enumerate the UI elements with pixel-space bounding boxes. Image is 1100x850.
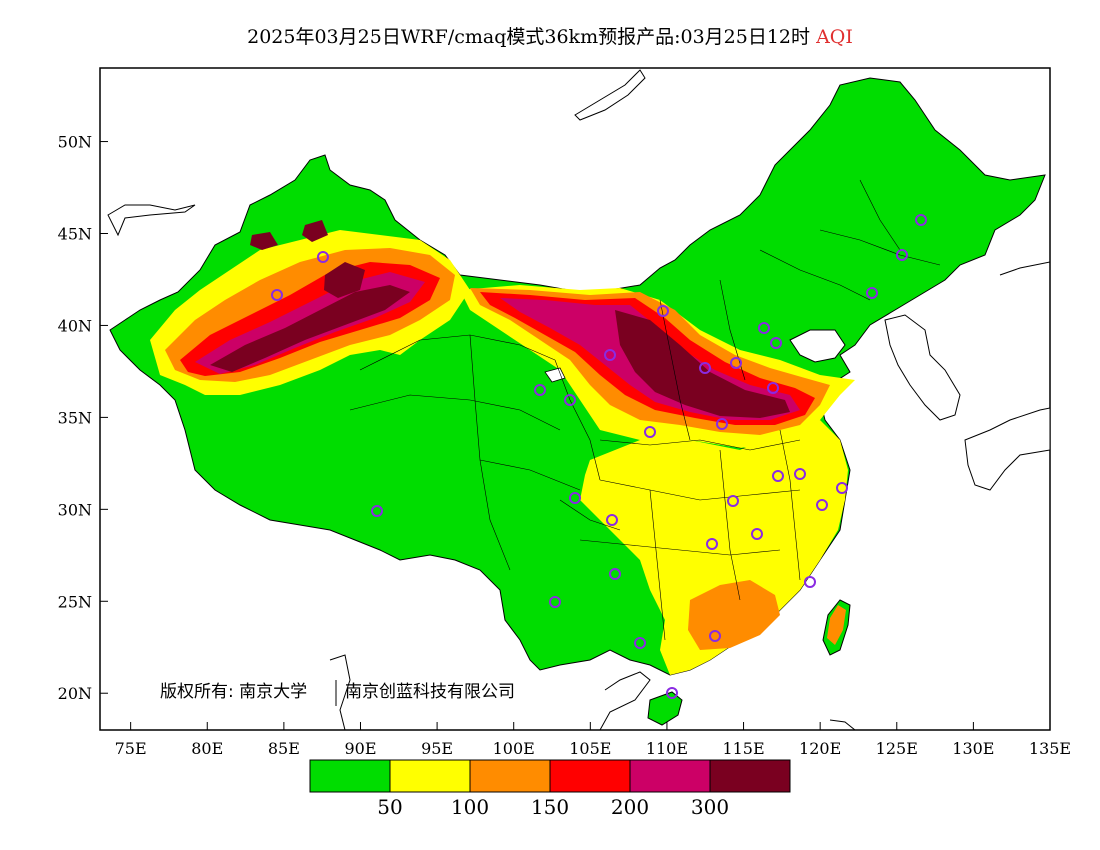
station-xian-marker (644, 426, 656, 438)
legend-swatch (389, 759, 471, 793)
station-haikou-marker (666, 687, 678, 699)
aqi-zone-darkred-blob1 (324, 262, 365, 298)
aqi-zone-darkred-north (615, 310, 790, 418)
sakhalin-coast (999, 261, 1050, 276)
taiwan-orange (827, 605, 846, 645)
hainan-island (647, 691, 683, 726)
station-shanghai-marker (836, 482, 848, 494)
station-tianjin-marker (770, 337, 782, 349)
vietnam-coast (599, 671, 651, 730)
station-nanchang-marker (751, 528, 763, 540)
station-guiyang-marker (609, 568, 621, 580)
legend-swatch (549, 759, 631, 793)
station-kunming-marker (549, 596, 561, 608)
station-taiyuan-marker (699, 362, 711, 374)
legend-swatch (629, 759, 711, 793)
station-zhengzhou-marker (716, 418, 728, 430)
station-chongqing-marker (606, 514, 618, 526)
lon-tick-label: 90E (344, 739, 376, 758)
lat-tick-label: 40N (58, 316, 92, 335)
lat-tick-label: 30N (58, 500, 92, 519)
title-main: 2025年03月25日WRF/cmaq模式36km预报产品:03月25日12时 (247, 26, 811, 48)
legend-label: 300 (691, 795, 729, 819)
lat-tick-label: 35N (58, 408, 92, 427)
bohai-sea (789, 329, 846, 363)
japan-island (964, 407, 1050, 491)
legend-swatch (469, 759, 551, 793)
station-fuzhou-marker (804, 576, 816, 588)
legend-label: 150 (531, 795, 569, 819)
color-legend: 50 100 150 200 300 (309, 759, 791, 819)
station-beijing-marker (758, 322, 770, 334)
myanmar-coast (329, 654, 351, 730)
lon-tick-label: 80E (191, 739, 223, 758)
lon-tick-label: 100E (493, 739, 535, 758)
station-markers (271, 214, 927, 699)
baikal-lake (574, 69, 646, 121)
province-boundaries (349, 179, 941, 641)
lon-tick-label: 135E (1029, 739, 1071, 758)
lon-tick-label: 75E (115, 739, 147, 758)
lon-tick-label: 85E (268, 739, 300, 758)
station-jinan-marker (767, 382, 779, 394)
philippines-coast (829, 719, 856, 730)
station-shijiazhuang-marker (730, 357, 742, 369)
map-title: 2025年03月25日WRF/cmaq模式36km预报产品:03月25日12时 … (0, 22, 1100, 49)
station-hohhot-marker (657, 305, 669, 317)
station-wuhan-marker (727, 495, 739, 507)
lon-tick-label: 105E (569, 739, 611, 758)
legend-swatch (709, 759, 791, 793)
lon-tick-label: 115E (722, 739, 764, 758)
legend-label: 50 (377, 795, 402, 819)
copyright-right: 南京创蓝科技有限公司 (345, 682, 515, 702)
station-chengdu-marker (569, 492, 581, 504)
station-lanzhou-marker (564, 394, 576, 406)
station-nanjing-marker (794, 468, 806, 480)
map-body: 版权所有: 南京大学 南京创蓝科技有限公司 (107, 69, 1050, 730)
aqi-zone-darkred-blob2 (250, 232, 278, 250)
lon-tick-label: 125E (876, 739, 918, 758)
station-harbin-marker (915, 214, 927, 226)
station-lhasa-marker (371, 505, 383, 517)
aqi-zone-yellow-east (580, 420, 848, 675)
korea-peninsula (884, 314, 961, 421)
aqi-zone-darkred-west (210, 285, 410, 372)
latitude-axis: 50N 45N 40N 35N 30N 25N 20N (58, 133, 108, 703)
title-variable: AQI (816, 26, 853, 48)
balkhash-lake (107, 204, 196, 237)
aqi-zone-darkred-blob3 (302, 220, 328, 242)
station-hefei-marker (772, 470, 784, 482)
station-urumqi-marker (317, 251, 329, 263)
legend-label: 200 (611, 795, 649, 819)
copyright-left: 版权所有: 南京大学 (160, 682, 307, 702)
lon-tick-label: 120E (799, 739, 841, 758)
station-changsha-marker (706, 538, 718, 550)
longitude-axis: 75E 80E 85E 90E 95E 100E 105E 110E 115E 120E 125E 1… (115, 722, 1071, 758)
station-guangzhou-marker (709, 630, 721, 642)
lat-tick-label: 20N (58, 684, 92, 703)
lat-tick-label: 45N (58, 225, 92, 244)
lat-tick-label: 25N (58, 592, 92, 611)
lat-tick-label: 50N (58, 133, 92, 152)
qinghai-lake (544, 367, 566, 383)
station-hangzhou-marker (816, 499, 828, 511)
legend-label: 100 (451, 795, 489, 819)
station-marker-2 (271, 289, 283, 301)
station-xining-marker (534, 384, 546, 396)
station-shenyang-marker (866, 287, 878, 299)
station-yinchuan-marker (604, 349, 616, 361)
lon-tick-label: 95E (421, 739, 453, 758)
station-changchun-marker (896, 249, 908, 261)
lon-tick-label: 110E (646, 739, 688, 758)
station-nanning-marker (634, 637, 646, 649)
legend-swatch (309, 759, 391, 793)
lon-tick-label: 130E (952, 739, 994, 758)
